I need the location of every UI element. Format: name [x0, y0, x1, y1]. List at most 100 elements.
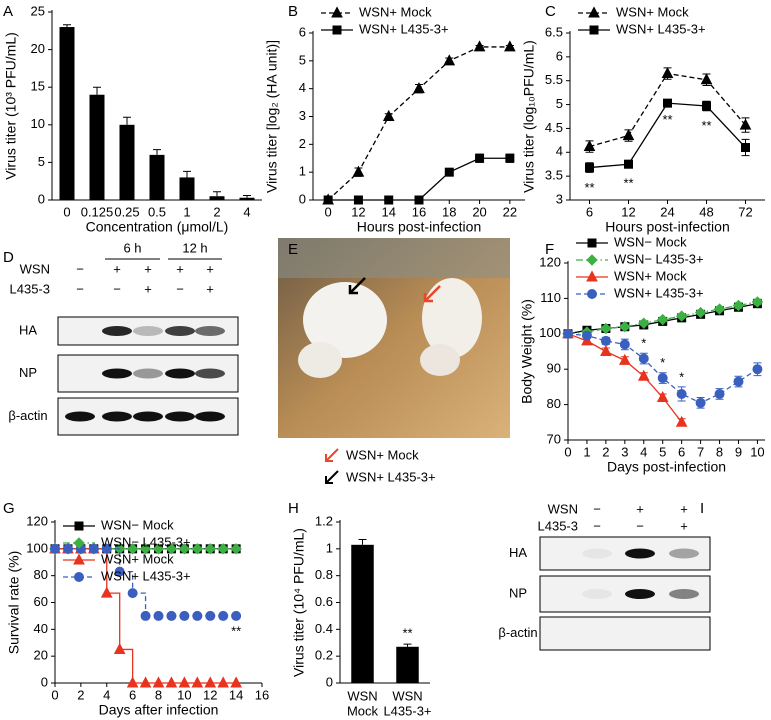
condition-sign: −: [113, 281, 121, 296]
y-tick-label: 2: [299, 136, 306, 151]
bar: [119, 124, 135, 200]
legend-marker: [588, 6, 600, 18]
y-tick-label: 3: [556, 191, 563, 206]
panel-label: A: [3, 3, 13, 20]
y-tick-label: 110: [540, 290, 561, 305]
marker: [700, 73, 713, 85]
x-tick-label: 10: [177, 687, 191, 702]
y-tick-label: 6.5: [545, 24, 563, 39]
x-tick-label: 5: [659, 444, 666, 459]
marker: [191, 676, 204, 688]
x-axis-title: Days after infection: [99, 702, 219, 718]
legend-marker: [73, 537, 85, 549]
marker: [504, 40, 516, 52]
marker: [204, 676, 217, 688]
condition-sign: −: [593, 518, 601, 533]
x-tick-label: 22: [503, 204, 517, 219]
marker: [619, 339, 630, 350]
blot-band: [625, 548, 655, 559]
condition-sign: −: [76, 281, 84, 296]
photo: [278, 238, 510, 438]
marker: [619, 321, 631, 333]
panel-label: E: [288, 241, 298, 258]
x-axis-title: Hours post-infection: [357, 219, 482, 235]
blot-band: [582, 589, 612, 599]
marker: [192, 610, 203, 621]
blot-row-label: NP: [509, 585, 527, 600]
y-tick-label: 0: [326, 674, 333, 689]
marker: [139, 676, 152, 688]
x-tick-label: 0.5: [148, 204, 166, 219]
marker: [741, 143, 750, 153]
x-tick-label: WSN: [347, 688, 377, 703]
x-tick-label: 4: [640, 444, 647, 459]
marker: [656, 390, 669, 403]
legend-label: WSN+ L435-3+: [346, 469, 436, 484]
marker: [178, 676, 191, 688]
x-tick-label: 9: [735, 444, 742, 459]
y-tick-label: 0.6: [315, 594, 333, 609]
blot-box: [539, 616, 711, 651]
blot-row-label: HA: [509, 545, 527, 560]
y-tick-label: 120: [539, 254, 561, 269]
marker: [752, 364, 763, 375]
x-tick-label: 0.125: [81, 204, 114, 219]
photo-arrow: [348, 277, 366, 295]
x-tick-label: 18: [442, 204, 456, 219]
marker: [583, 139, 596, 152]
x-tick-label: 16: [412, 204, 426, 219]
marker: [231, 610, 242, 621]
y-tick-label: 0.8: [315, 567, 333, 582]
bar: [179, 177, 195, 200]
y-tick-label: 120: [26, 513, 48, 528]
y-tick-label: 6: [299, 24, 306, 39]
legend-marker: [586, 254, 598, 266]
x-tick-label: 12: [203, 687, 217, 702]
y-axis-title: Virus titer [log₂ (HA unit)]: [264, 40, 280, 193]
x-tick-label: 14: [381, 204, 395, 219]
marker: [217, 543, 229, 555]
legend-label: WSN+ L435-3+: [616, 21, 706, 36]
blot-band: [102, 326, 132, 336]
blot-box: [539, 536, 711, 571]
x-tick-label: 20: [472, 204, 486, 219]
error-bar: [358, 538, 367, 545]
x-axis-title: Hours post-infection: [605, 219, 730, 235]
y-tick-label: 4: [299, 80, 306, 95]
error-bar: [213, 191, 221, 197]
y-tick-label: 0: [38, 191, 45, 206]
x-tick-label: 1: [583, 444, 590, 459]
blot-band: [195, 411, 225, 422]
marker: [218, 610, 229, 621]
y-tick-label: 1: [299, 164, 306, 179]
photo-arrow: [423, 285, 441, 303]
x-tick-label: 2: [77, 687, 84, 702]
y-tick-label: 20: [31, 41, 45, 56]
y-tick-label: 70: [547, 431, 561, 446]
marker: [165, 676, 178, 688]
x-tick-label: 0.25: [114, 204, 139, 219]
y-tick-label: 1.2: [315, 513, 333, 528]
panel-label: D: [3, 249, 14, 266]
series-line: [567, 301, 758, 335]
condition-name: WSN: [548, 501, 578, 516]
y-tick-label: 3.5: [545, 168, 563, 183]
y-tick-label: 80: [547, 396, 561, 411]
x-tick-label: 3: [621, 444, 628, 459]
x-tick-label: WSN: [392, 688, 422, 703]
bar: [149, 154, 165, 200]
legend-marker: [587, 289, 597, 299]
marker: [100, 586, 113, 598]
condition-sign: +: [113, 261, 121, 276]
marker: [622, 129, 635, 141]
marker: [732, 299, 745, 312]
blot-band: [582, 548, 612, 559]
legend-arrow: [325, 470, 339, 484]
marker: [624, 159, 633, 169]
marker: [191, 543, 204, 555]
x-tick-label: L435-3+: [383, 703, 431, 718]
marker: [638, 317, 650, 329]
marker: [714, 388, 725, 399]
legend-label: WSN− Mock: [101, 517, 174, 532]
y-tick-label: 5: [38, 154, 45, 169]
